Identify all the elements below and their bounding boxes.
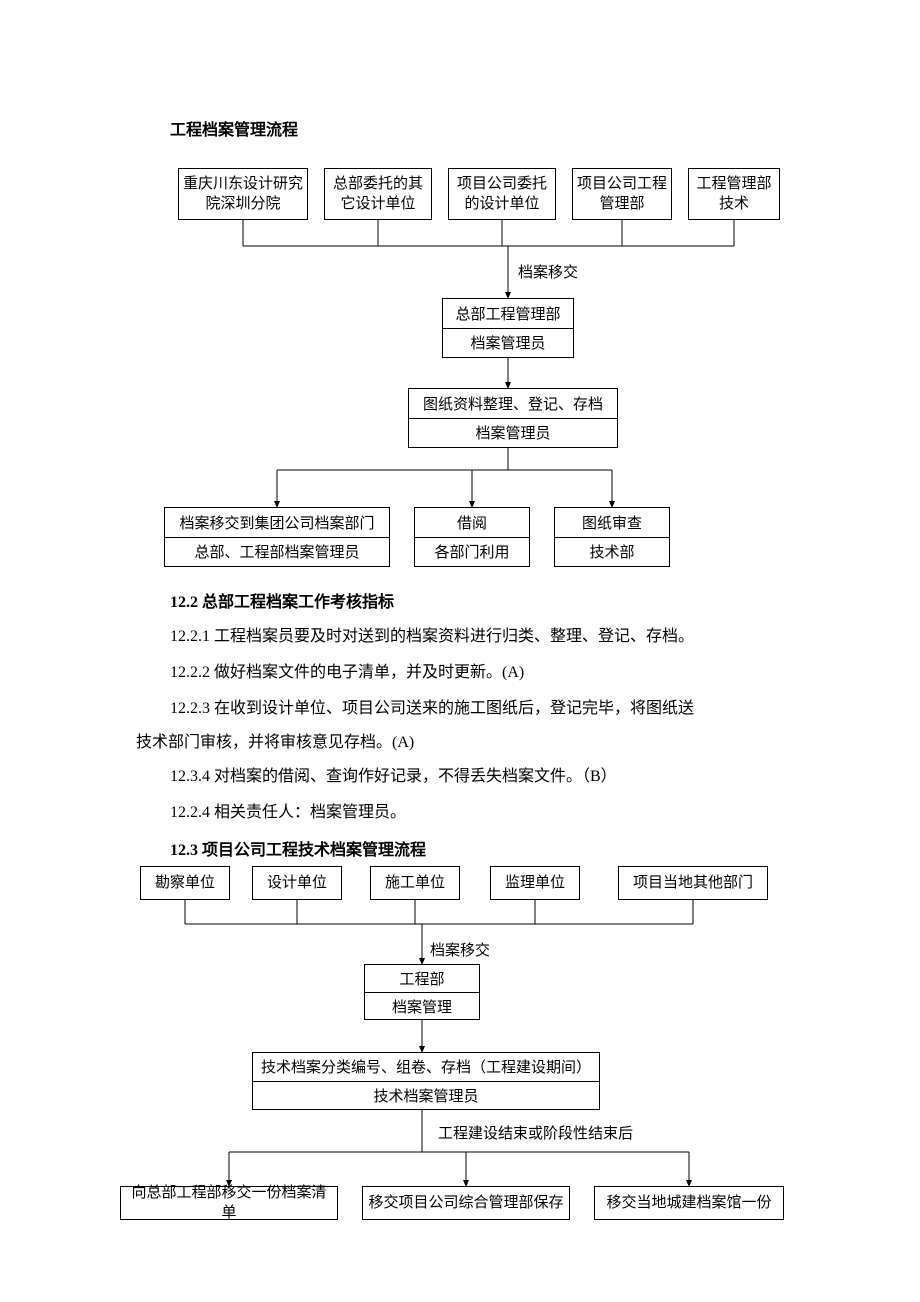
f2-connectors <box>0 0 920 1302</box>
page: 工程档案管理流程 重庆川东设计研究院深圳分院 总部委托的其它设计单位 项目公司委… <box>0 0 920 1302</box>
